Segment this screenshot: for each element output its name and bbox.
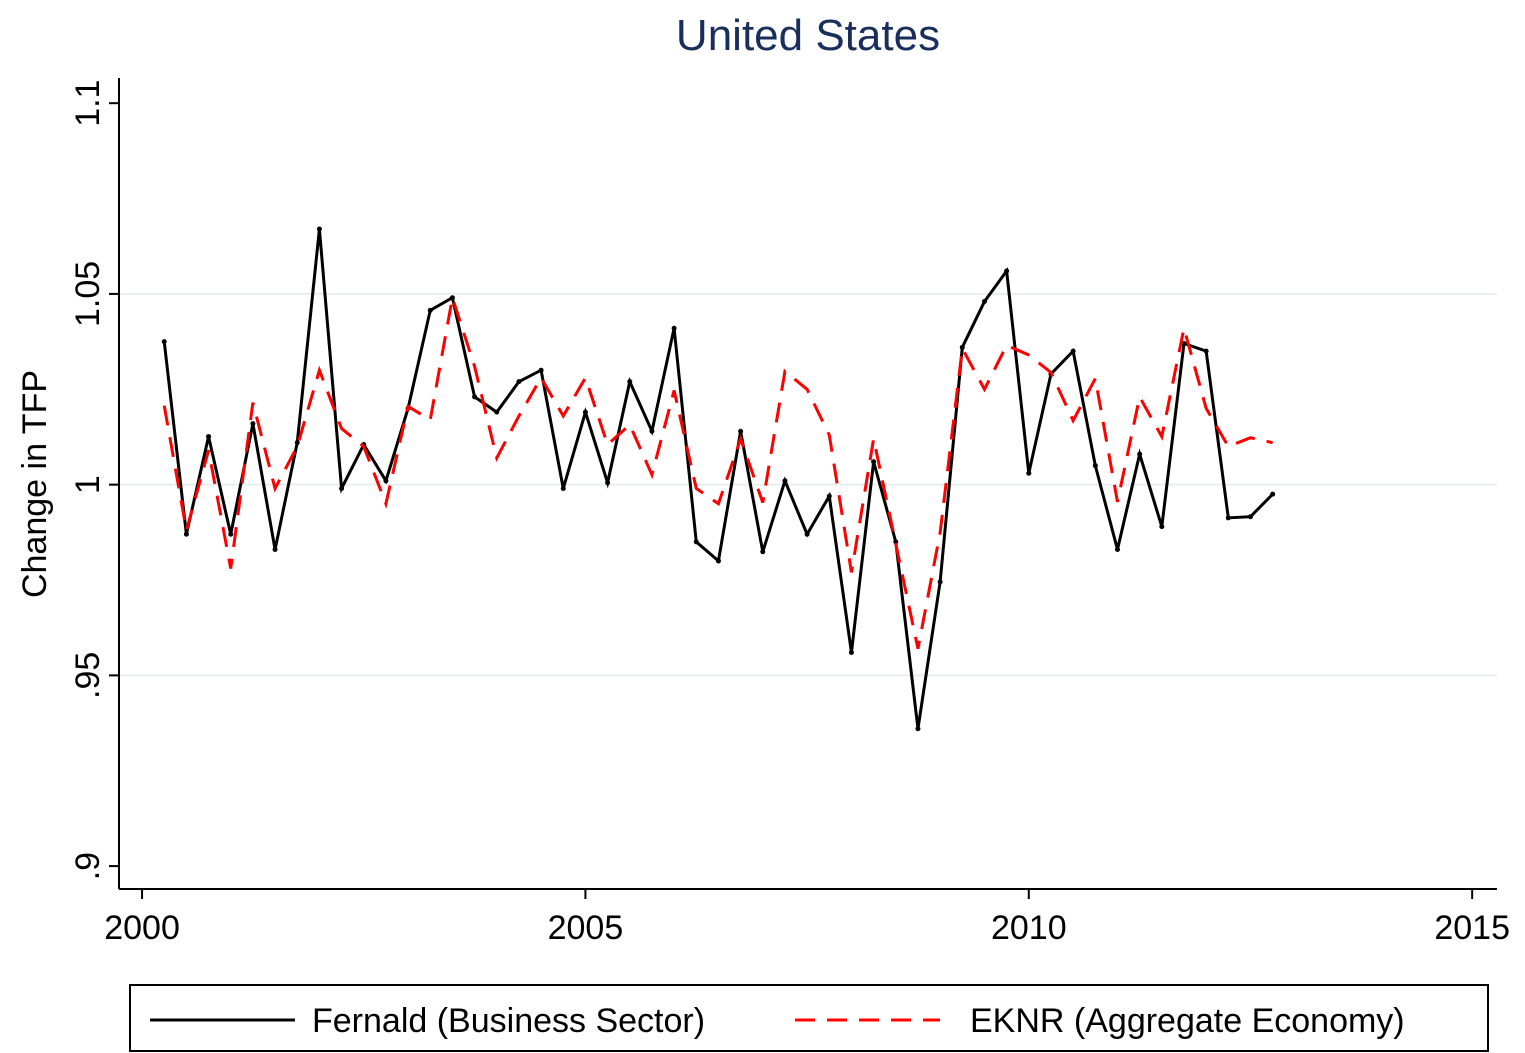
point bbox=[183, 531, 189, 537]
point bbox=[516, 379, 522, 385]
legend-label: EKNR (Aggregate Economy) bbox=[970, 1002, 1405, 1040]
point bbox=[206, 434, 212, 440]
point bbox=[1159, 524, 1165, 530]
y-tick-label: 1.1 bbox=[69, 80, 107, 127]
point bbox=[538, 367, 544, 373]
legend-box bbox=[129, 984, 1489, 1052]
series-line bbox=[162, 297, 1273, 649]
point bbox=[1181, 341, 1187, 347]
point bbox=[1004, 268, 1010, 274]
point bbox=[738, 428, 744, 434]
x-tick-label: 2005 bbox=[548, 909, 624, 947]
series-line bbox=[162, 228, 1274, 730]
point bbox=[937, 579, 943, 585]
point bbox=[1247, 514, 1253, 520]
y-tick-label: .9 bbox=[69, 852, 107, 880]
point bbox=[826, 493, 832, 499]
legend-label: Fernald (Business Sector) bbox=[312, 1002, 705, 1040]
point bbox=[959, 344, 965, 350]
point bbox=[1026, 470, 1032, 476]
point bbox=[582, 409, 588, 415]
point bbox=[427, 307, 433, 313]
point bbox=[1092, 463, 1098, 469]
point bbox=[627, 379, 633, 385]
point bbox=[383, 478, 389, 484]
point bbox=[1203, 348, 1209, 354]
point bbox=[1270, 491, 1276, 497]
x-tick-label: 2015 bbox=[1434, 909, 1510, 947]
point bbox=[560, 485, 566, 491]
y-tick-label: 1 bbox=[69, 475, 107, 494]
point bbox=[161, 339, 167, 345]
point bbox=[1070, 348, 1076, 354]
point bbox=[649, 428, 655, 434]
x-tick-label: 2000 bbox=[104, 909, 180, 947]
point bbox=[981, 299, 987, 305]
point bbox=[693, 539, 699, 545]
point bbox=[472, 394, 478, 400]
point bbox=[782, 478, 788, 484]
point bbox=[715, 558, 721, 564]
y-axis-label: Change in TFP bbox=[16, 370, 54, 598]
y-tick-label: 1.05 bbox=[69, 261, 107, 327]
point bbox=[339, 485, 345, 491]
x-tick-label: 2010 bbox=[991, 909, 1067, 947]
point bbox=[494, 409, 500, 415]
point bbox=[250, 421, 256, 427]
point bbox=[1225, 515, 1231, 521]
point bbox=[871, 459, 877, 465]
chart-title: United States bbox=[676, 11, 940, 60]
point bbox=[272, 546, 278, 552]
point bbox=[605, 480, 611, 486]
point bbox=[449, 295, 455, 301]
point bbox=[316, 226, 322, 232]
point bbox=[760, 549, 766, 555]
y-tick-label: .95 bbox=[69, 652, 107, 699]
point bbox=[1137, 451, 1143, 457]
point bbox=[671, 325, 677, 331]
point bbox=[294, 440, 300, 446]
point bbox=[228, 531, 234, 537]
point bbox=[915, 726, 921, 732]
point bbox=[848, 649, 854, 655]
point bbox=[804, 531, 810, 537]
point bbox=[1114, 546, 1120, 552]
